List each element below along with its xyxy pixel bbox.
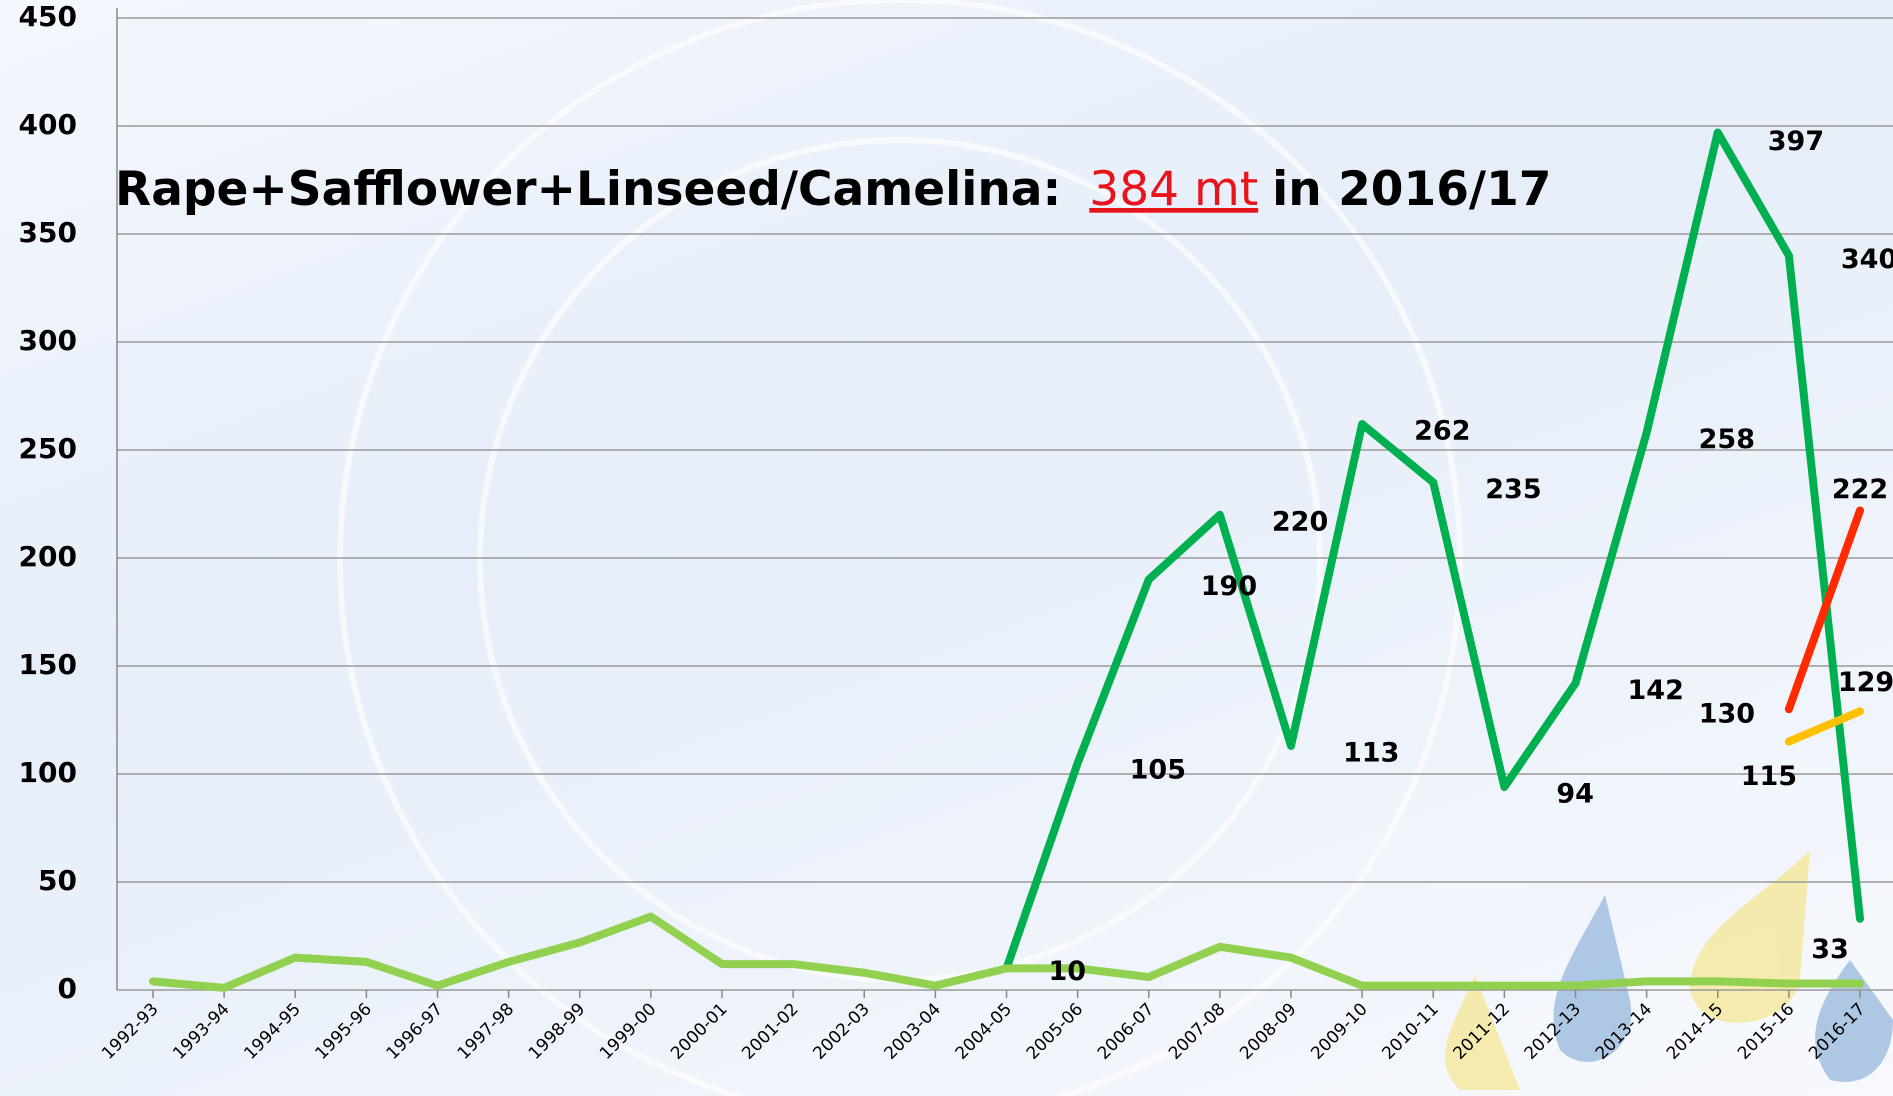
- data-label: 33: [1811, 934, 1849, 965]
- series-line: [1784, 707, 1864, 746]
- x-tick-label: 2014-15: [1663, 999, 1727, 1063]
- x-tick-label: 1997-98: [454, 999, 518, 1063]
- data-label: 130: [1699, 699, 1755, 730]
- x-tick-label: 2000-01: [667, 999, 731, 1063]
- data-label: 397: [1768, 126, 1824, 157]
- y-tick-label: 450: [19, 0, 77, 33]
- x-tick-label: 2002-03: [809, 999, 873, 1063]
- annotation: Rape+Safflower+Linseed/Camelina: 384 mt in…: [115, 162, 1552, 217]
- data-label: 10: [1049, 956, 1087, 987]
- x-tick-label: 1999-00: [596, 999, 660, 1063]
- y-tick-label: 150: [19, 648, 77, 681]
- x-tick-label: 2004-05: [952, 999, 1016, 1063]
- data-label: 262: [1414, 416, 1470, 447]
- data-label: 129: [1838, 667, 1893, 698]
- x-tick-label: 2005-06: [1023, 999, 1087, 1063]
- x-tick-label: 2006-07: [1094, 999, 1158, 1063]
- y-tick-label: 0: [58, 972, 77, 1005]
- series-line: [1002, 128, 1864, 973]
- x-tick-label: 2009-10: [1307, 999, 1371, 1063]
- y-tick-label: 250: [19, 432, 77, 465]
- x-tick-label: 1992-93: [98, 999, 162, 1063]
- x-tick-label: 2008-09: [1236, 999, 1300, 1063]
- data-label: 235: [1485, 474, 1541, 505]
- data-label: 105: [1130, 755, 1186, 786]
- series-line: [1784, 506, 1864, 714]
- y-tick-label: 300: [19, 324, 77, 357]
- x-tick-label: 1998-99: [525, 999, 589, 1063]
- data-label: 142: [1628, 675, 1684, 706]
- data-label: 115: [1741, 761, 1797, 792]
- annotation-highlight: 384 mt: [1089, 162, 1258, 217]
- x-tick-label: 2007-08: [1165, 999, 1229, 1063]
- x-tick-label: 2010-11: [1378, 999, 1442, 1063]
- annotation-suffix: in 2016/17: [1272, 162, 1551, 217]
- y-tick-label: 200: [19, 540, 77, 573]
- data-label: 222: [1832, 474, 1888, 505]
- y-tick-label: 50: [38, 864, 77, 897]
- data-label: 258: [1699, 424, 1755, 455]
- y-tick-label: 400: [19, 108, 77, 141]
- x-tick-label: 2003-04: [881, 999, 945, 1063]
- data-label: 113: [1343, 737, 1399, 768]
- data-label: 340: [1841, 244, 1893, 275]
- series-line: [149, 912, 1864, 992]
- x-tick-label: 1995-96: [312, 999, 376, 1063]
- x-tick-label: 1994-95: [240, 999, 304, 1063]
- y-tick-label: 100: [19, 756, 77, 789]
- grid: [117, 17, 1893, 991]
- data-label: 220: [1272, 506, 1328, 537]
- x-tick-label: 1996-97: [383, 999, 447, 1063]
- annotation-prefix: Rape+Safflower+Linseed/Camelina:: [115, 162, 1061, 217]
- data-label: 94: [1556, 778, 1594, 809]
- x-tick-label: 2001-02: [738, 999, 802, 1063]
- x-tick-label: 1993-94: [169, 999, 233, 1063]
- y-tick-label: 350: [19, 216, 77, 249]
- data-label: 190: [1201, 571, 1257, 602]
